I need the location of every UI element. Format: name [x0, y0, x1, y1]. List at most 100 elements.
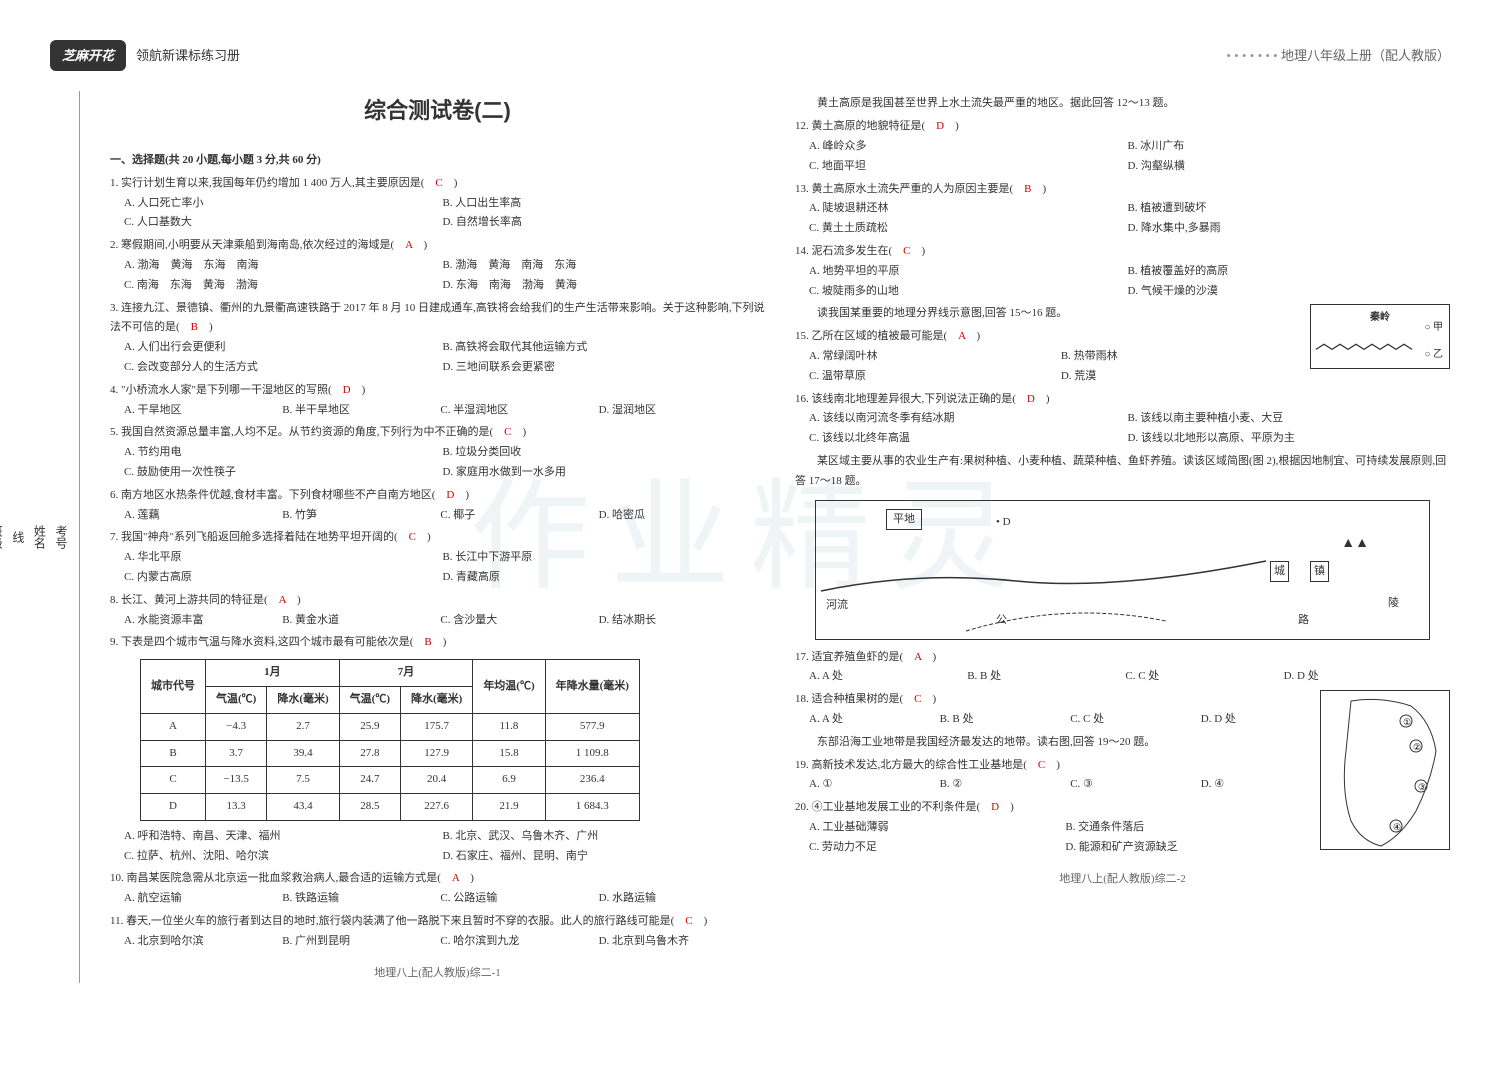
th-rain1: 降水(毫米) [267, 686, 339, 713]
q13-opt-c: C. 黄土土质疏松 [809, 219, 1097, 239]
footer-right: 地理八上(配人教版)综二-2 [795, 870, 1450, 890]
q3-opt-a: A. 人们出行会更便利 [124, 338, 412, 358]
q1-opt-a: A. 人口死亡率小 [124, 194, 412, 214]
q11: 11. 春天,一位坐火车的旅行者到达目的地时,旅行袋内装满了他一路脱下来且暂时不… [110, 912, 765, 952]
q16-opt-c: C. 该线以北终年高温 [809, 429, 1097, 449]
header-right: 地理八年级上册（配人教版） [1226, 44, 1450, 67]
right-column: 黄土高原是我国甚至世界上水土流失最严重的地区。据此回答 12～13 题。 12.… [795, 91, 1450, 983]
china-coast-map: ① ② ③ ④ [1320, 690, 1450, 850]
q19-answer: C [1038, 759, 1045, 771]
q15-opt-b: B. 热带雨林 [1061, 347, 1283, 367]
q15-opt-d: D. 荒漠 [1061, 367, 1283, 387]
q20-text: 20. ④工业基地发展工业的不利条件是( [795, 801, 980, 813]
binding-labels: 考号 姓名 线 班级 封 密 学校 [50, 91, 80, 983]
q15-opt-a: A. 常绿阔叶林 [809, 347, 1031, 367]
q8-opt-a: A. 水能资源丰富 [124, 611, 252, 631]
q6-opt-a: A. 莲藕 [124, 506, 252, 526]
header-subtitle: 领航新课标练习册 [136, 44, 240, 67]
q17-opt-d: D. D 处 [1284, 667, 1412, 687]
q2-opt-c: C. 南海 东海 黄海 渤海 [124, 276, 412, 296]
q19-opt-c: C. ③ [1070, 775, 1171, 795]
q6-opt-d: D. 哈密瓜 [599, 506, 727, 526]
q7-opt-c: C. 内蒙古高原 [124, 568, 412, 588]
q14-opt-a: A. 地势平坦的平原 [809, 262, 1097, 282]
q19-opt-b: B. ② [940, 775, 1041, 795]
table-row: B3.739.427.8127.915.81 109.8 [141, 740, 640, 767]
q6-text: 6. 南方地区水热条件优越,食材丰富。下列食材哪些不产自南方地区( [110, 489, 435, 501]
q9-opt-d: D. 石家庄、福州、昆明、南宁 [442, 847, 730, 867]
q10-text: 10. 南昌某医院急需从北京运一批血浆救治病人,最合适的运输方式是( [110, 872, 441, 884]
side-line: 线 [6, 121, 28, 953]
q3: 3. 连接九江、景德镇、衢州的九景衢高速铁路于 2017 年 8 月 10 日建… [110, 299, 765, 378]
side-exam-no: 考号 [49, 121, 71, 953]
th-jan: 1月 [206, 660, 340, 687]
th-temp2: 气温(℃) [339, 686, 400, 713]
q2-text: 2. 寒假期间,小明要从天津乘船到海南岛,依次经过的海域是( [110, 239, 394, 251]
q5-opt-a: A. 节约用电 [124, 443, 412, 463]
q8: 8. 长江、黄河上游共同的特征是( A ) A. 水能资源丰富 B. 黄金水道 … [110, 591, 765, 631]
q4: 4. "小桥流水人家"是下列哪一干湿地区的写照( D ) A. 干旱地区 B. … [110, 381, 765, 421]
q1-opt-d: D. 自然增长率高 [442, 213, 730, 233]
q4-opt-d: D. 湿润地区 [599, 401, 727, 421]
q15-answer: A [958, 330, 965, 342]
q20-opt-a: A. 工业基础薄弱 [809, 818, 1035, 838]
q3-opt-b: B. 高铁将会取代其他运输方式 [442, 338, 730, 358]
q17-opt-a: A. A 处 [809, 667, 937, 687]
header-left: 芝麻开花 领航新课标练习册 [50, 40, 240, 71]
q9: 9. 下表是四个城市气温与降水资料,这四个城市最有可能依次是( B ) 城市代号… [110, 633, 765, 866]
svg-text:③: ③ [1418, 782, 1426, 792]
q12-text: 12. 黄土高原的地貌特征是( [795, 120, 925, 132]
side-name: 姓名 [28, 121, 50, 953]
q2-answer: A [405, 239, 412, 251]
page-header: 芝麻开花 领航新课标练习册 地理八年级上册（配人教版） [50, 40, 1450, 71]
q16-answer: D [1027, 393, 1035, 405]
q13: 13. 黄土高原水土流失严重的人为原因主要是( B ) A. 陡坡退耕还林 B.… [795, 180, 1450, 239]
q18-opt-d: D. D 处 [1201, 710, 1302, 730]
q5-answer: C [504, 426, 511, 438]
jia-label: 甲 [1433, 322, 1443, 333]
q8-text: 8. 长江、黄河上游共同的特征是( [110, 594, 268, 606]
q16-text: 16. 该线南北地理差异很大,下列说法正确的是( [795, 393, 1016, 405]
q12-answer: D [936, 120, 944, 132]
q13-opt-a: A. 陡坡退耕还林 [809, 199, 1097, 219]
q5-opt-d: D. 家庭用水做到一水多用 [442, 463, 730, 483]
q5-text: 5. 我国自然资源总量丰富,人均不足。从节约资源的角度,下列行为中不正确的是( [110, 426, 493, 438]
q18-opt-b: B. B 处 [940, 710, 1041, 730]
q13-answer: B [1024, 183, 1031, 195]
coast-outline-icon: ① ② ③ ④ [1321, 691, 1451, 851]
q18-opt-a: A. A 处 [809, 710, 910, 730]
q10-opt-c: C. 公路运输 [440, 889, 568, 909]
table-row: C−13.57.524.720.46.9236.4 [141, 767, 640, 794]
q4-answer: D [343, 384, 351, 396]
q3-text: 3. 连接九江、景德镇、衢州的九景衢高速铁路于 2017 年 8 月 10 日建… [110, 302, 765, 334]
q4-opt-b: B. 半干旱地区 [282, 401, 410, 421]
q15-text: 15. 乙所在区域的植被最可能是( [795, 330, 947, 342]
intro-12-13: 黄土高原是我国甚至世界上水土流失最严重的地区。据此回答 12～13 题。 [795, 94, 1450, 114]
table-row: A−4.32.725.9175.711.8577.9 [141, 713, 640, 740]
q9-opt-c: C. 拉萨、杭州、沈阳、哈尔滨 [124, 847, 412, 867]
q16-opt-a: A. 该线以南河流冬季有结冰期 [809, 409, 1097, 429]
logo: 芝麻开花 [50, 40, 126, 71]
q19-opt-d: D. ④ [1201, 775, 1302, 795]
q11-answer: C [685, 915, 692, 927]
q20-opt-b: B. 交通条件落后 [1065, 818, 1291, 838]
q3-answer: B [191, 321, 198, 333]
q8-answer: A [279, 594, 286, 606]
q14-answer: C [903, 245, 910, 257]
book-title: 地理八年级上册（配人教版） [1281, 48, 1450, 63]
q9-opt-b: B. 北京、武汉、乌鲁木齐、广州 [442, 827, 730, 847]
q9-text: 9. 下表是四个城市气温与降水资料,这四个城市最有可能依次是( [110, 636, 413, 648]
section-1-head: 一、选择题(共 20 小题,每小题 3 分,共 60 分) [110, 151, 765, 171]
q3-opt-d: D. 三地间联系会更紧密 [442, 358, 730, 378]
q14-text: 14. 泥石流多发生在( [795, 245, 892, 257]
th-rain2: 降水(毫米) [400, 686, 472, 713]
q20-opt-c: C. 劳动力不足 [809, 838, 1035, 858]
q7-opt-a: A. 华北平原 [124, 548, 412, 568]
q8-opt-c: C. 含沙量大 [440, 611, 568, 631]
exam-title: 综合测试卷(二) [110, 91, 765, 131]
q7: 7. 我国"神舟"系列飞船返回舱多选择着陆在地势平坦开阔的( C ) A. 华北… [110, 528, 765, 587]
svg-text:①: ① [1403, 717, 1411, 727]
q18-text: 18. 适合种植果树的是( [795, 693, 903, 705]
q6-opt-b: B. 竹笋 [282, 506, 410, 526]
q12-opt-c: C. 地面平坦 [809, 157, 1097, 177]
